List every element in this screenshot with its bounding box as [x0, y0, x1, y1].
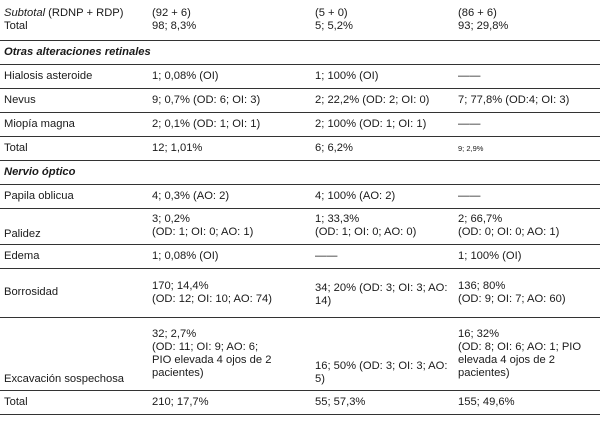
cell: 136; 80% (OD: 9; OI: 7; AO: 60): [454, 268, 600, 318]
row-label: Edema: [0, 244, 148, 269]
data-table: Subtotal (RDNP + RDP) Total (92 + 6) 98; 8…: [0, 0, 600, 415]
cell: 1; 0,08% (OI): [148, 64, 311, 89]
cell: 7; 77,8% (OD:4; OI: 3): [454, 88, 600, 113]
cell: 2; 66,7% (OD: 0; OI: 0; AO: 1): [454, 208, 600, 245]
cell: 1; 100% (OI): [311, 64, 454, 89]
row-label: Excavación sospechosa: [0, 317, 148, 391]
cell: 12; 1,01%: [148, 136, 311, 161]
table-row: Hialosis asteroide 1; 0,08% (OI) 1; 100%…: [0, 64, 600, 89]
section-header: Nervio óptico: [0, 160, 600, 185]
cell: 155; 49,6%: [454, 390, 600, 415]
row-label: Total: [0, 390, 148, 415]
cell: ——: [311, 244, 454, 269]
cell: 2; 0,1% (OD: 1; OI: 1): [148, 112, 311, 137]
cell: 2; 100% (OD: 1; OI: 1): [311, 112, 454, 137]
cell: 16; 50% (OD: 3; OI: 3; AO: 5): [311, 317, 454, 391]
cell: 210; 17,7%: [148, 390, 311, 415]
cell: (5 + 0) 5; 5,2%: [311, 0, 454, 41]
cell: (92 + 6) 98; 8,3%: [148, 0, 311, 41]
cell: 2; 22,2% (OD: 2; OI: 0): [311, 88, 454, 113]
cell: 1; 100% (OI): [454, 244, 600, 269]
table-row: Subtotal (RDNP + RDP) Total (92 + 6) 98; 8…: [0, 0, 600, 41]
cell: ——: [454, 184, 600, 209]
cell: 55; 57,3%: [311, 390, 454, 415]
cell: 170; 14,4% (OD: 12; OI: 10; AO: 74): [148, 268, 311, 318]
cell: 32; 2,7% (OD: 11; OI: 9; AO: 6; PIO elevad…: [148, 317, 311, 391]
table-row: Borrosidad 170; 14,4% (OD: 12; OI: 10; AO…: [0, 268, 600, 318]
cell: 3; 0,2% (OD: 1; OI: 0; AO: 1): [148, 208, 311, 245]
section-header: Otras alteraciones retinales: [0, 40, 600, 65]
row-label: Borrosidad: [0, 268, 148, 318]
cell: 4; 0,3% (AO: 2): [148, 184, 311, 209]
table-row: Papila oblicua 4; 0,3% (AO: 2) 4; 100% (…: [0, 184, 600, 209]
cell: ——: [454, 64, 600, 89]
table-row: Total 12; 1,01% 6; 6,2% 9; 2,9%: [0, 136, 600, 161]
table-row: Total 210; 17,7% 55; 57,3% 155; 49,6%: [0, 390, 600, 415]
cell: 9; 0,7% (OD: 6; OI: 3): [148, 88, 311, 113]
section-title: Otras alteraciones retinales: [0, 40, 600, 65]
row-label: Total: [0, 136, 148, 161]
cell: 6; 6,2%: [311, 136, 454, 161]
table-row: Edema 1; 0,08% (OI) —— 1; 100% (OI): [0, 244, 600, 269]
section-title: Nervio óptico: [0, 160, 600, 185]
table-row: Excavación sospechosa 32; 2,7% (OD: 11; O…: [0, 317, 600, 391]
cell: 16; 32% (OD: 8; OI: 6; AO: 1; PIO elevada …: [454, 317, 600, 391]
row-label: Palidez: [0, 208, 148, 245]
row-label: Hialosis asteroide: [0, 64, 148, 89]
row-label: Subtotal (RDNP + RDP) Total: [0, 0, 148, 41]
cell: 1; 0,08% (OI): [148, 244, 311, 269]
cell: 4; 100% (AO: 2): [311, 184, 454, 209]
cell: 9; 2,9%: [454, 136, 600, 161]
cell: (86 + 6) 93; 29,8%: [454, 0, 600, 41]
cell: 34; 20% (OD: 3; OI: 3; AO: 14): [311, 268, 454, 318]
table-row: Nevus 9; 0,7% (OD: 6; OI: 3) 2; 22,2% (O…: [0, 88, 600, 113]
row-label: Nevus: [0, 88, 148, 113]
table-row: Palidez 3; 0,2% (OD: 1; OI: 0; AO: 1) 1; …: [0, 208, 600, 245]
cell: ——: [454, 112, 600, 137]
cell: 1; 33,3% (OD: 1; OI: 0; AO: 0): [311, 208, 454, 245]
table-row: Miopía magna 2; 0,1% (OD: 1; OI: 1) 2; 1…: [0, 112, 600, 137]
row-label: Papila oblicua: [0, 184, 148, 209]
row-label: Miopía magna: [0, 112, 148, 137]
